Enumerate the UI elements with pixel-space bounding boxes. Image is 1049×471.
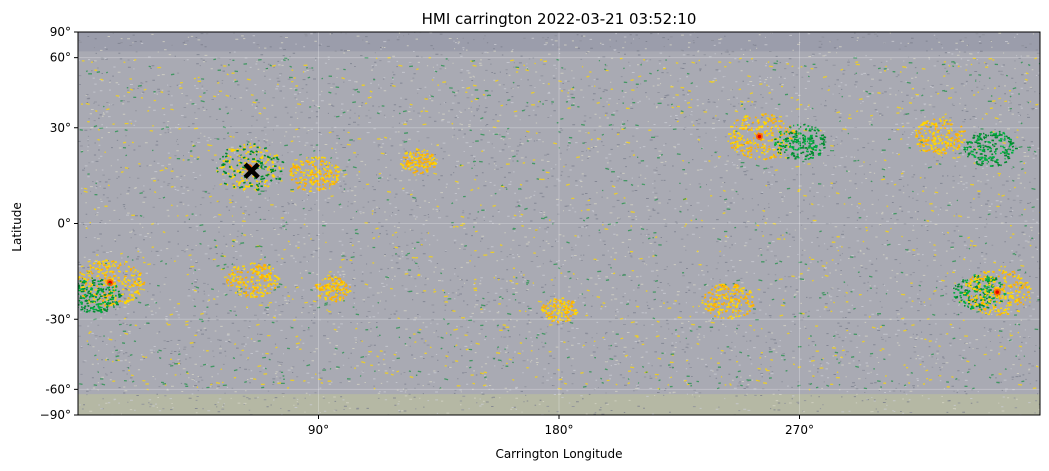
y-tick-label: -60° xyxy=(45,382,71,396)
x-tick-label: 180° xyxy=(545,423,574,437)
active-region xyxy=(963,268,1032,317)
active-region xyxy=(952,274,1007,311)
south-polar-band xyxy=(78,394,1040,415)
marker-layer xyxy=(243,162,260,179)
x-tick-label: 270° xyxy=(785,423,814,437)
active-region xyxy=(963,130,1018,167)
y-axis-label: Latitude xyxy=(10,202,24,251)
active-region xyxy=(914,117,967,155)
chart-title: HMI carrington 2022-03-21 03:52:10 xyxy=(422,10,697,28)
x-axis-label: Carrington Longitude xyxy=(495,447,622,461)
magnetic-network xyxy=(79,57,1040,391)
grid-lines xyxy=(78,32,1040,415)
x-tick-label: 90° xyxy=(308,423,329,437)
active-region xyxy=(399,148,438,175)
magnetogram-image xyxy=(78,32,1040,415)
y-tick-label: 0° xyxy=(57,217,71,231)
noise-texture xyxy=(78,32,1040,415)
active-region xyxy=(225,262,281,298)
active-region xyxy=(540,297,579,324)
north-polar-band xyxy=(78,32,1040,52)
x-axis-ticks: 90° 180° 270° xyxy=(308,415,814,437)
active-region xyxy=(773,123,827,161)
y-tick-label: −90° xyxy=(40,408,71,422)
active-region xyxy=(78,277,123,314)
location-marker xyxy=(243,162,260,179)
map-background xyxy=(78,32,1040,415)
y-tick-label: 30° xyxy=(50,121,71,135)
active-region xyxy=(289,156,341,193)
active-region xyxy=(727,112,796,161)
active-region xyxy=(314,276,352,303)
active-region xyxy=(701,283,755,320)
y-tick-label: 60° xyxy=(50,51,71,65)
y-tick-label: -30° xyxy=(45,312,71,326)
y-tick-label: 90° xyxy=(50,25,71,39)
y-axis-ticks: 90° 60° 30° 0° -30° -60° −90° xyxy=(40,25,78,422)
